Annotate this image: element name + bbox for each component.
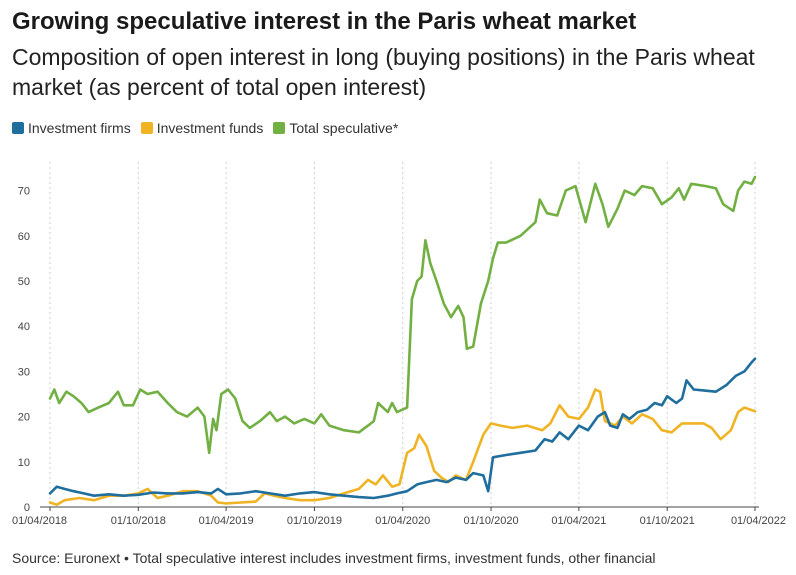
series-line-investment-firms xyxy=(48,357,757,500)
chart-subtitle: Composition of open interest in long (bu… xyxy=(12,44,755,100)
y-tick-label: 70 xyxy=(18,186,30,198)
legend-swatch-investment-firms xyxy=(12,122,24,134)
legend-label-total-speculative: Total speculative* xyxy=(289,120,399,136)
y-tick-label: 0 xyxy=(24,502,30,514)
x-tick-label: 01/10/2018 xyxy=(111,515,166,527)
source-note: Source: Euronext • Total speculative int… xyxy=(12,550,656,566)
x-tick-label: 01/04/2022 xyxy=(731,515,786,527)
series-line-total-speculative xyxy=(48,175,757,455)
chart-legend: Investment firms Investment funds Total … xyxy=(12,120,398,136)
x-tick-label: 01/10/2021 xyxy=(640,515,695,527)
legend-item-total-speculative: Total speculative* xyxy=(273,120,398,136)
y-tick-label: 10 xyxy=(18,457,30,469)
legend-item-investment-funds: Investment funds xyxy=(140,120,264,136)
x-tick-label: 01/10/2020 xyxy=(464,515,519,527)
legend-swatch-total-speculative xyxy=(273,122,286,134)
x-tick-label: 01/04/2019 xyxy=(199,515,254,527)
y-tick-label: 40 xyxy=(18,321,30,333)
legend-swatch-investment-funds xyxy=(140,122,153,134)
y-tick-label: 30 xyxy=(18,366,30,378)
x-tick-label: 01/10/2019 xyxy=(287,515,342,527)
x-tick-label: 01/04/2018 xyxy=(12,515,67,527)
y-tick-label: 50 xyxy=(18,276,30,288)
series-line-investment-funds xyxy=(48,388,757,506)
legend-label-investment-firms: Investment firms xyxy=(28,120,131,136)
y-tick-label: 20 xyxy=(18,412,30,424)
y-tick-label: 60 xyxy=(18,231,30,243)
x-tick-label: 01/04/2020 xyxy=(375,515,430,527)
legend-item-investment-firms: Investment firms xyxy=(12,120,131,136)
legend-label-investment-funds: Investment funds xyxy=(156,120,264,136)
chart-title: Growing speculative interest in the Pari… xyxy=(12,8,637,35)
x-tick-label: 01/04/2021 xyxy=(551,515,606,527)
